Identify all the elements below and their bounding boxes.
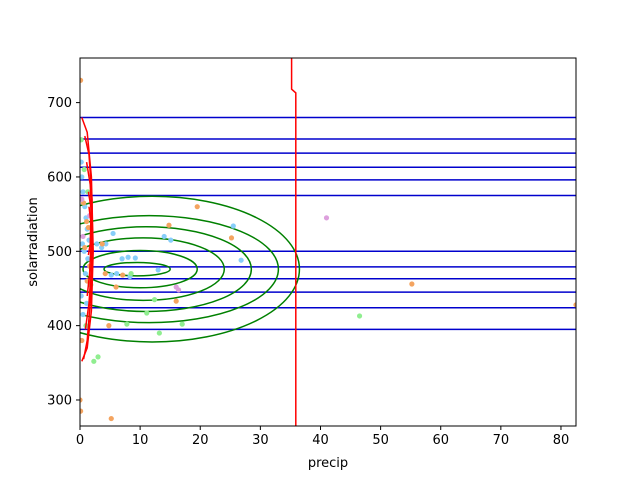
data-point-s1-13: [113, 284, 119, 290]
y-tick-label-300: 300: [47, 393, 72, 408]
data-point-s1-4: [82, 244, 88, 251]
data-point-s0-15: [103, 241, 109, 247]
data-point-s2-13: [356, 313, 363, 319]
plot-layer: [80, 58, 576, 426]
data-point-s1-10: [102, 270, 108, 277]
green-ellipse-2: [80, 237, 226, 302]
horizontal-lines: [80, 116, 576, 331]
x-tick-label-80: 80: [553, 433, 570, 448]
data-point-s0-27: [230, 223, 236, 229]
plot-frame: [79, 57, 577, 427]
data-point-s3-2: [80, 233, 86, 240]
data-point-s0-28: [94, 241, 100, 247]
plot-area-background: [80, 58, 576, 426]
x-tick-label-0: 0: [76, 433, 84, 448]
data-point-s3-0: [80, 196, 85, 202]
x-tick-label-40: 40: [312, 433, 329, 448]
data-point-s1-19: [409, 281, 415, 287]
data-point-s2-7: [124, 321, 130, 327]
data-point-s0-9: [85, 256, 91, 262]
data-point-s0-17: [114, 270, 120, 277]
data-point-s1-8: [80, 408, 84, 414]
data-point-s0-0: [80, 159, 84, 165]
red-contour-lines: [81, 58, 297, 426]
data-point-s0-24: [168, 237, 174, 243]
red-left-contour-3: [86, 191, 93, 296]
green-ellipse-4: [80, 214, 280, 324]
data-point-s2-12: [179, 321, 185, 327]
data-point-s0-12: [80, 293, 84, 299]
x-tick-label-30: 30: [252, 433, 269, 448]
data-point-s1-7: [80, 337, 85, 344]
green-ellipse-0: [103, 261, 171, 277]
y-tick-label-400: 400: [47, 319, 72, 334]
y-tick-label-700: 700: [47, 96, 72, 111]
y-axis: 300 400 500 600 700: [47, 96, 80, 408]
x-tick-label-10: 10: [132, 433, 149, 448]
x-axis-label: precip: [308, 456, 348, 471]
data-point-s0-19: [125, 254, 131, 260]
data-point-s0-16: [108, 272, 114, 278]
data-point-s0-25: [155, 267, 161, 273]
data-point-s1-18: [228, 235, 235, 241]
green-ellipse-5: [80, 195, 301, 343]
y-tick-label-500: 500: [47, 245, 72, 260]
data-point-s3-4: [175, 287, 182, 293]
data-point-s1-9: [80, 397, 83, 403]
data-point-s0-26: [238, 257, 244, 263]
data-point-s2-11: [156, 330, 162, 336]
data-point-s1-16: [173, 298, 179, 304]
data-point-s0-1: [80, 174, 85, 180]
data-point-s1-3: [85, 224, 92, 231]
data-point-s2-2: [85, 189, 91, 195]
y-tick-label-600: 600: [47, 170, 72, 185]
data-point-s2-8: [128, 270, 134, 277]
x-tick-label-60: 60: [432, 433, 449, 448]
data-point-s0-13: [84, 300, 90, 306]
data-point-s1-11: [106, 323, 112, 329]
x-tick-label-50: 50: [372, 433, 389, 448]
data-point-s2-1: [81, 166, 87, 173]
data-point-s1-2: [84, 218, 90, 225]
data-point-s0-20: [132, 255, 138, 261]
data-point-s2-9: [144, 310, 150, 316]
red-vertical-contour: [290, 58, 297, 426]
data-point-s0-22: [110, 230, 116, 237]
data-point-s0-10: [82, 270, 89, 277]
data-point-s0-7: [80, 241, 86, 247]
data-point-s1-21: [99, 241, 105, 247]
data-point-s0-14: [80, 311, 86, 318]
red-left-contour-1: [82, 135, 94, 360]
data-point-s1-12: [108, 415, 114, 422]
data-point-s1-17: [194, 204, 200, 210]
data-point-s2-5: [91, 358, 97, 364]
data-point-s1-15: [166, 222, 172, 228]
data-point-s2-0: [80, 137, 84, 143]
data-point-s3-5: [323, 215, 330, 221]
data-point-s0-18: [119, 256, 125, 262]
green-ellipse-1: [82, 249, 198, 289]
scatter-points: [80, 77, 576, 422]
data-point-s0-2: [80, 189, 86, 195]
y-axis-label: solarradiation: [26, 197, 41, 286]
red-left-contour-4: [87, 206, 92, 256]
x-axis: 0 10 20 30 40 50 60 70 80: [76, 426, 569, 448]
data-point-s1-20: [573, 302, 576, 308]
data-point-s2-6: [95, 354, 101, 360]
data-point-s1-0: [80, 77, 84, 83]
x-tick-label-20: 20: [192, 433, 209, 448]
data-point-s0-23: [161, 233, 167, 240]
x-tick-label-70: 70: [493, 433, 510, 448]
data-point-s2-10: [151, 297, 158, 303]
data-point-s1-14: [120, 272, 126, 278]
